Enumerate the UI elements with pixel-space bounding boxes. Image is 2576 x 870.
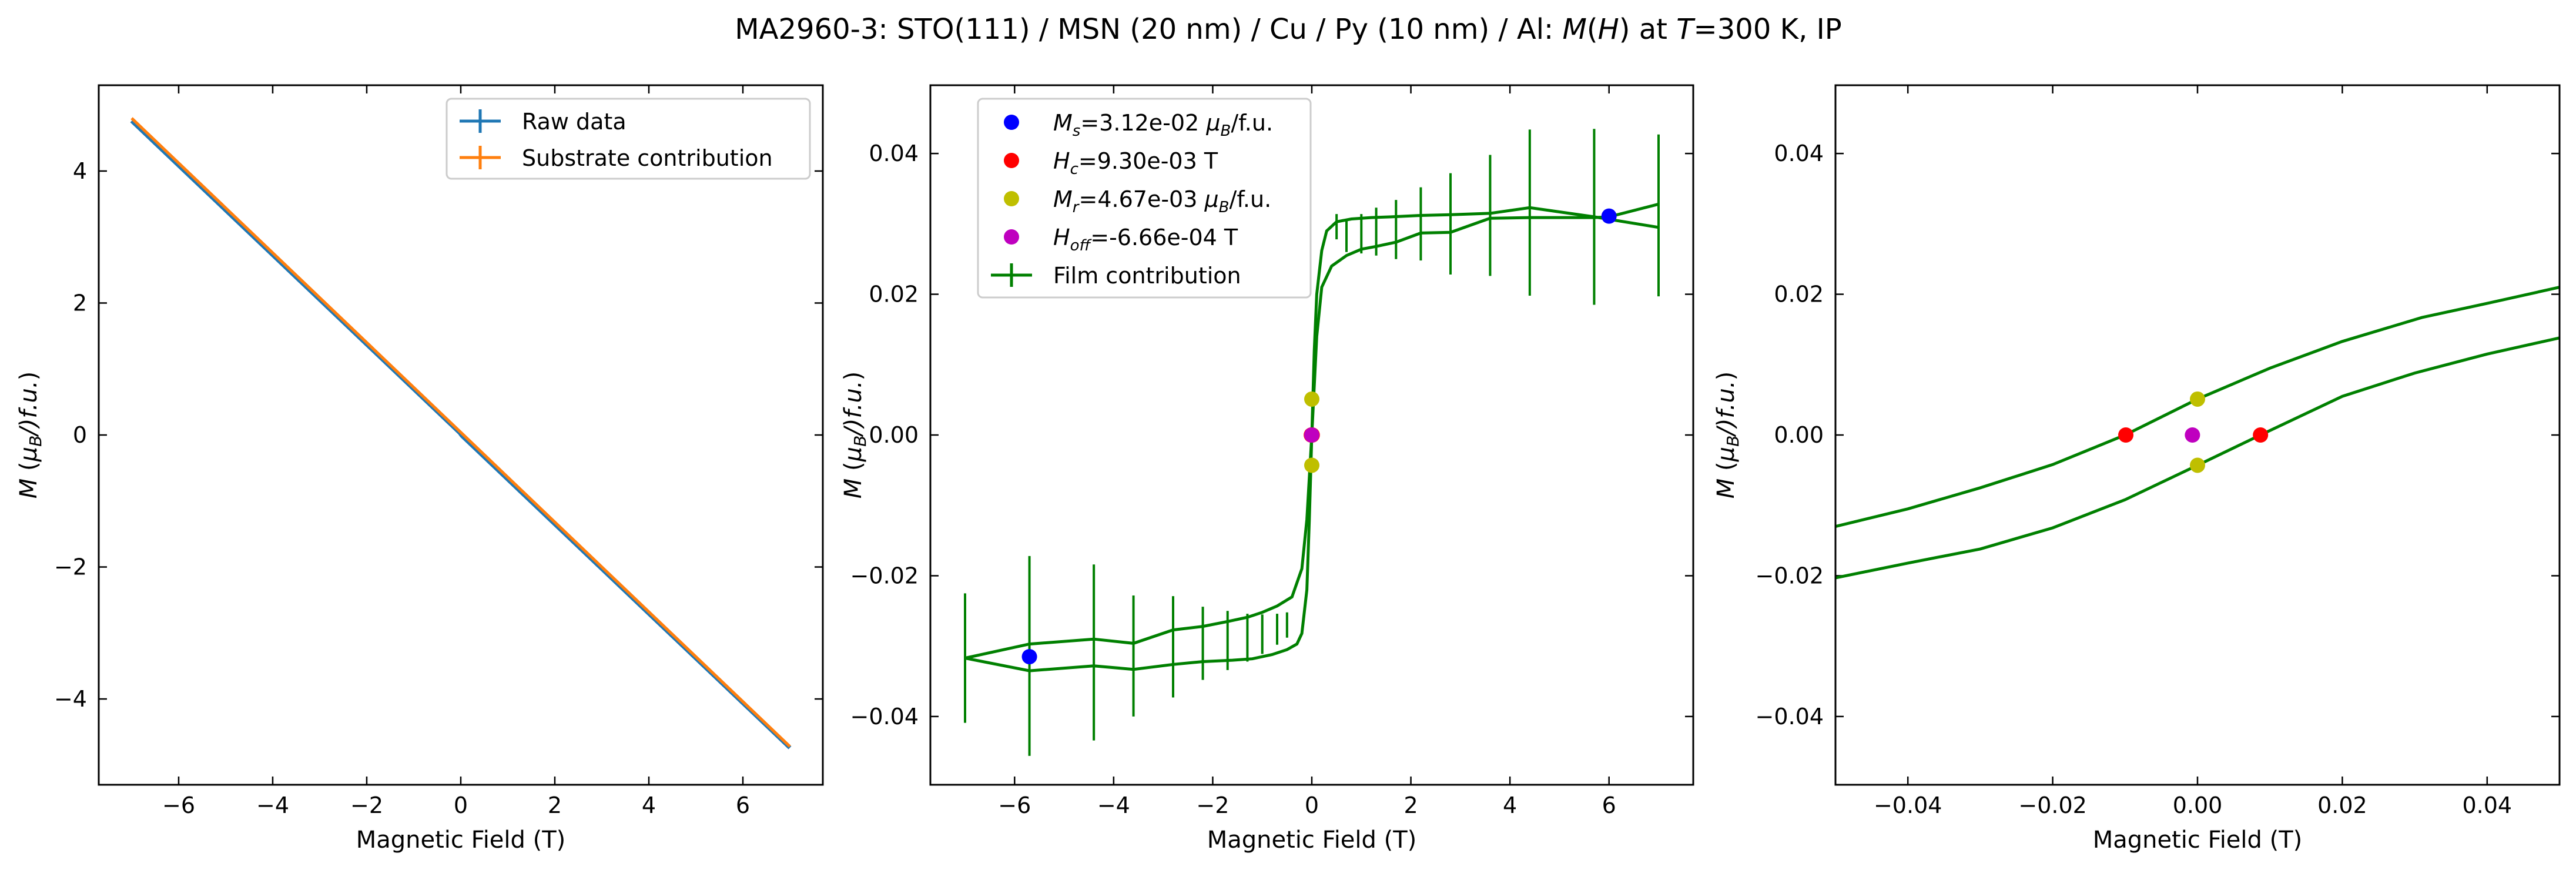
marker-point xyxy=(2118,427,2134,443)
plot-area xyxy=(1835,286,2560,580)
legend-box xyxy=(445,98,811,180)
x-tick-label: 0.00 xyxy=(2173,792,2223,818)
marker-point xyxy=(2185,427,2200,443)
y-axis-label: M (μB/)f.u.) xyxy=(840,372,870,498)
marker-point xyxy=(1304,457,1319,473)
left-panel-raw-data: −6 −4 −2 0 2 4 6 −4 −2 0 2 4 Magnetic Field (T) M (μB… xyxy=(15,84,824,854)
x-axis-label: Magnetic Field (T) xyxy=(356,826,566,854)
legend-label-hoff: Hoff=-6.66e-04 T xyxy=(1053,225,1238,255)
y-tick-label: 0.04 xyxy=(869,140,919,166)
x-tick-label: −0.04 xyxy=(1874,792,1942,818)
legend-label-film: Film contribution xyxy=(1053,263,1241,289)
y-tick-label: −0.02 xyxy=(1756,563,1824,588)
y-tick-label: 4 xyxy=(73,158,87,184)
x-tick-label: 4 xyxy=(1503,792,1517,818)
x-tick-label: 0.04 xyxy=(2462,792,2512,818)
legend-marker xyxy=(1004,229,1019,245)
middle-panel-film-contribution: −6 −4 −2 0 2 4 6 −0.04 −0.02 0.00 0.02 0.04 Magnetic… xyxy=(840,84,1694,854)
marker-point xyxy=(1021,649,1037,665)
y-tick-label: −0.04 xyxy=(850,704,919,730)
y-axis-label: M (μB/)f.u.) xyxy=(15,372,45,498)
y-tick-label: −0.02 xyxy=(850,563,919,588)
y-tick-label: −2 xyxy=(54,554,87,580)
marker-point xyxy=(1601,208,1617,224)
marker-point xyxy=(2190,391,2205,407)
legend-label-hc: Hc=9.30e-03 T xyxy=(1053,148,1218,178)
x-tick-label: 0.02 xyxy=(2317,792,2367,818)
marker-point xyxy=(1304,391,1319,407)
x-tick-label: −0.02 xyxy=(2018,792,2086,818)
legend-label-mr: Mr=4.67e-03 μB/f.u. xyxy=(1053,186,1271,216)
legend-marker xyxy=(1004,153,1019,168)
axes-frame xyxy=(98,84,824,786)
y-tick-label: −0.04 xyxy=(1756,704,1824,730)
x-tick-label: −2 xyxy=(350,792,383,818)
x-tick-label: 6 xyxy=(1602,792,1616,818)
x-tick-label: 0 xyxy=(454,792,468,818)
right-panel-zoom: −0.04 −0.02 0.00 0.02 0.04 −0.04 −0.02 0.00 0.02… xyxy=(1713,84,2561,854)
x-axis-label: Magnetic Field (T) xyxy=(1207,826,1417,854)
marker-point xyxy=(2190,457,2205,473)
marker-point xyxy=(1304,427,1319,443)
x-axis-label: Magnetic Field (T) xyxy=(2093,826,2303,854)
figure-title: MA2960-3: STO(111) / MSN (20 nm) / Cu / … xyxy=(735,13,1841,46)
marker-point xyxy=(2253,427,2269,443)
axes-frame xyxy=(1834,84,2561,786)
legend-marker xyxy=(1004,191,1019,206)
x-tick-label: −2 xyxy=(1196,792,1229,818)
x-tick-label: 6 xyxy=(736,792,750,818)
y-tick-label: 0.04 xyxy=(1774,140,1824,166)
plot-area xyxy=(130,117,792,749)
legend-label-ms: Ms=3.12e-02 μB/f.u. xyxy=(1053,110,1273,140)
axes-frame xyxy=(929,84,1694,786)
plot-area xyxy=(964,129,1660,756)
y-tick-label: 0.00 xyxy=(869,422,919,448)
y-axis-label: M (μB/)f.u.) xyxy=(1713,372,1743,498)
y-tick-label: 0.02 xyxy=(1774,282,1824,307)
y-tick-label: 0 xyxy=(73,422,87,448)
legend-label-substrate: Substrate contribution xyxy=(522,145,773,171)
y-tick-label: 0.00 xyxy=(1774,422,1824,448)
y-tick-label: −4 xyxy=(54,686,87,712)
x-tick-label: −6 xyxy=(998,792,1031,818)
x-tick-label: −4 xyxy=(1097,792,1130,818)
x-tick-label: 2 xyxy=(548,792,562,818)
legend-marker xyxy=(1004,115,1019,130)
y-tick-label: 0.02 xyxy=(869,282,919,307)
x-tick-label: 4 xyxy=(642,792,656,818)
series-line-substrate xyxy=(130,117,791,748)
legend-label-raw-data: Raw data xyxy=(522,109,627,135)
x-tick-label: −6 xyxy=(162,792,195,818)
x-tick-label: −4 xyxy=(256,792,289,818)
legend-box xyxy=(977,98,1312,299)
x-tick-label: 0 xyxy=(1305,792,1319,818)
x-tick-label: 2 xyxy=(1403,792,1418,818)
y-tick-label: 2 xyxy=(73,290,87,316)
